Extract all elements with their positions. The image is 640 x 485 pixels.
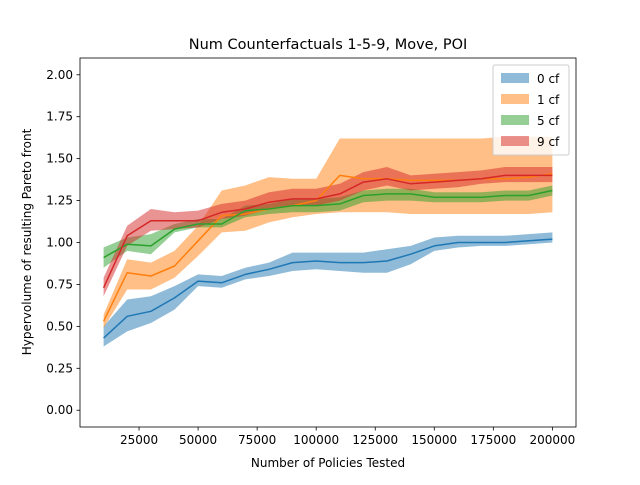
legend-swatch-1-cf <box>501 94 529 104</box>
y-tick-label: 1.00 <box>46 236 73 250</box>
chart-title: Num Counterfactuals 1-5-9, Move, POI <box>189 37 468 53</box>
y-tick-label: 0.50 <box>46 319 73 333</box>
y-tick-label: 0.00 <box>46 403 73 417</box>
y-tick-label: 1.25 <box>46 194 73 208</box>
legend-label-0-cf: 0 cf <box>537 72 560 86</box>
band-0-cf <box>103 232 553 347</box>
legend-swatch-0-cf <box>501 73 529 83</box>
legend: 0 cf 1 cf 5 cf 9 cf <box>492 64 570 156</box>
x-tick-label: 200000 <box>529 433 575 447</box>
y-tick-label: 1.75 <box>46 110 73 124</box>
x-axis-label: Number of Policies Tested <box>251 456 405 470</box>
confidence-bands <box>103 136 553 347</box>
x-tick-label: 100000 <box>293 433 339 447</box>
y-axis-label: Hypervolume of resulting Pareto front <box>20 128 34 355</box>
x-tick-label: 175000 <box>470 433 516 447</box>
legend-box <box>492 64 570 156</box>
y-tick-label: 2.00 <box>46 68 73 82</box>
y-tick-label: 0.75 <box>46 277 73 291</box>
line-5-cf <box>103 189 553 259</box>
legend-label-1-cf: 1 cf <box>537 93 560 107</box>
legend-swatch-9-cf <box>501 136 529 146</box>
band-9-cf <box>103 167 553 297</box>
x-tick-label: 125000 <box>352 433 398 447</box>
y-tick-label: 1.50 <box>46 152 73 166</box>
line-9-cf <box>102 174 553 289</box>
series-lines <box>102 172 553 339</box>
line-0-cf <box>103 238 553 339</box>
x-tick-label: 25000 <box>120 433 158 447</box>
axes: 25000 50000 75000 100000 125000 150000 175000 2… <box>46 57 577 447</box>
x-tick-label: 50000 <box>179 433 217 447</box>
legend-label-9-cf: 9 cf <box>537 135 560 149</box>
legend-label-5-cf: 5 cf <box>537 114 560 128</box>
x-tick-label: 75000 <box>238 433 276 447</box>
legend-swatch-5-cf <box>501 115 529 125</box>
y-tick-label: 0.25 <box>46 361 73 375</box>
x-tick-label: 150000 <box>411 433 457 447</box>
